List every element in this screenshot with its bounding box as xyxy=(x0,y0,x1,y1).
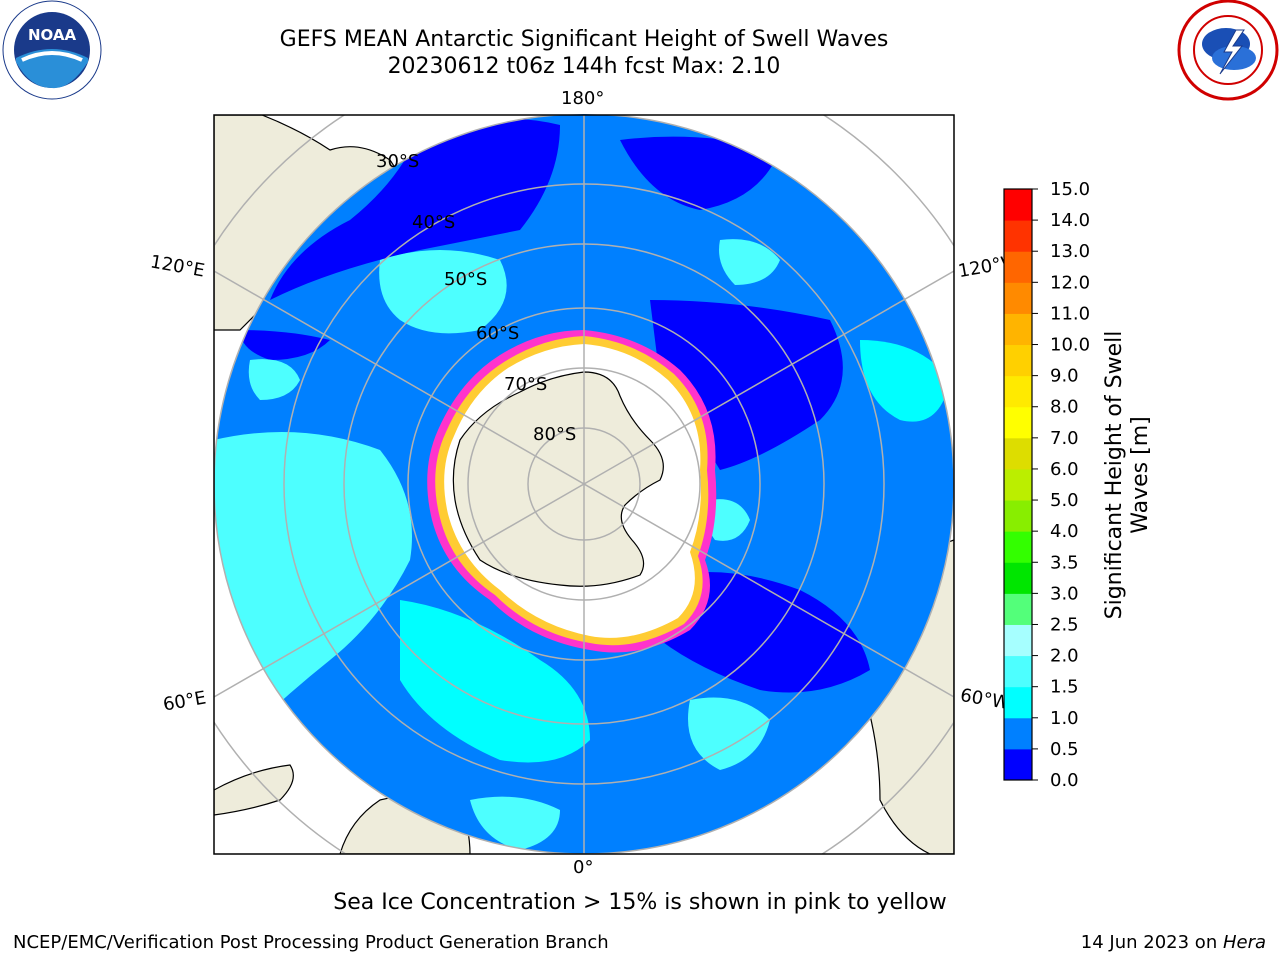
colorbar-bin xyxy=(1004,375,1032,408)
colorbar-tick-label: 4.0 xyxy=(1050,521,1079,542)
lon-label-180: 180° xyxy=(561,88,605,109)
colorbar-tick-label: 0.0 xyxy=(1050,770,1079,791)
footer-date: 14 Jun 2023 on Hera xyxy=(1081,932,1266,953)
colorbar-tick-label: 3.5 xyxy=(1050,552,1079,573)
colorbar-bin xyxy=(1004,189,1032,221)
lat-label-30s: 30°S xyxy=(376,151,420,172)
ocean-dark-region xyxy=(240,330,330,360)
footer-credit: NCEP/EMC/Verification Post Processing Pr… xyxy=(13,932,609,953)
colorbar-tick-label: 3.0 xyxy=(1050,583,1079,604)
lat-label-80s: 80°S xyxy=(533,424,577,445)
colorbar-tick-label: 8.0 xyxy=(1050,397,1079,418)
colorbar-bin xyxy=(1004,313,1032,346)
colorbar-bin xyxy=(1004,748,1032,781)
chart-title: GEFS MEAN Antarctic Significant Height o… xyxy=(279,27,889,52)
land-madagascar xyxy=(214,764,294,816)
colorbar-bin xyxy=(1004,220,1032,252)
colorbar-bin xyxy=(1004,717,1032,750)
colorbar-tick-label: 0.5 xyxy=(1050,739,1079,760)
noaa-logo: NOAA xyxy=(2,0,102,100)
ocean-cyan-region xyxy=(214,432,412,740)
colorbar-bin xyxy=(1004,406,1032,439)
colorbar-bin xyxy=(1004,500,1032,532)
colorbar-frame xyxy=(1003,188,1033,781)
colorbar-tick-label: 2.5 xyxy=(1050,614,1079,635)
colorbar-tick-label: 2.0 xyxy=(1050,646,1079,667)
ocean-cyan-region xyxy=(688,697,770,770)
colorbar-tick-label: 9.0 xyxy=(1050,366,1079,387)
colorbar-tick-label: 11.0 xyxy=(1050,303,1090,324)
lat-label-70s: 70°S xyxy=(504,374,548,395)
colorbar-tick-label: 1.5 xyxy=(1050,677,1079,698)
colorbar-bin xyxy=(1004,437,1032,470)
lat-label-50s: 50°S xyxy=(444,269,488,290)
ocean-cyan-region xyxy=(400,600,590,763)
colorbar-label: Significant Height of Swell Waves [m] xyxy=(1102,330,1153,620)
colorbar-tick-label: 6.0 xyxy=(1050,459,1079,480)
ocean-dark-region xyxy=(620,136,780,210)
colorbar-bin xyxy=(1004,282,1032,314)
colorbar-tick-label: 13.0 xyxy=(1050,241,1090,262)
chart-subtitle: 20230612 t06z 144h fcst Max: 2.10 xyxy=(387,54,781,79)
colorbar-bin xyxy=(1004,593,1032,625)
colorbar-bin xyxy=(1004,562,1032,594)
ocean-cyan-region xyxy=(248,359,300,400)
colorbar-tick-label: 1.0 xyxy=(1050,708,1079,729)
colorbar-bin xyxy=(1004,468,1032,501)
colorbar-tick-label: 10.0 xyxy=(1050,335,1090,356)
ocean-cyan-region xyxy=(706,499,750,541)
graticule xyxy=(214,115,954,854)
nws-logo xyxy=(1177,0,1279,101)
colorbar-tick-label: 5.0 xyxy=(1050,490,1079,511)
lat-label-60s: 60°S xyxy=(476,323,520,344)
ocean-dark-region xyxy=(270,118,560,300)
footer-machine: Hera xyxy=(1222,932,1266,953)
noaa-logo-text: NOAA xyxy=(28,26,77,44)
lon-label-0: 0° xyxy=(573,857,594,878)
ocean-cyan-region xyxy=(719,239,780,285)
colorbar-bin xyxy=(1004,531,1032,563)
colorbar-tick-label: 12.0 xyxy=(1050,272,1090,293)
map-frame xyxy=(213,114,955,855)
lat-label-40s: 40°S xyxy=(412,212,456,233)
colorbar-tick-label: 15.0 xyxy=(1050,179,1090,200)
colorbar-tick-label: 14.0 xyxy=(1050,210,1090,231)
colorbar-bin xyxy=(1004,655,1032,688)
colorbar-bin xyxy=(1004,624,1032,657)
ocean-cyan-region xyxy=(860,340,950,422)
sea-ice-note: Sea Ice Concentration > 15% is shown in … xyxy=(333,890,947,915)
footer-date-text: 14 Jun 2023 on xyxy=(1080,932,1223,953)
ocean-cyan-region xyxy=(470,796,560,850)
colorbar-bin xyxy=(1004,686,1032,719)
colorbar-bin xyxy=(1004,344,1032,377)
colorbar-bin xyxy=(1004,251,1032,283)
colorbar-tick-label: 7.0 xyxy=(1050,428,1079,449)
